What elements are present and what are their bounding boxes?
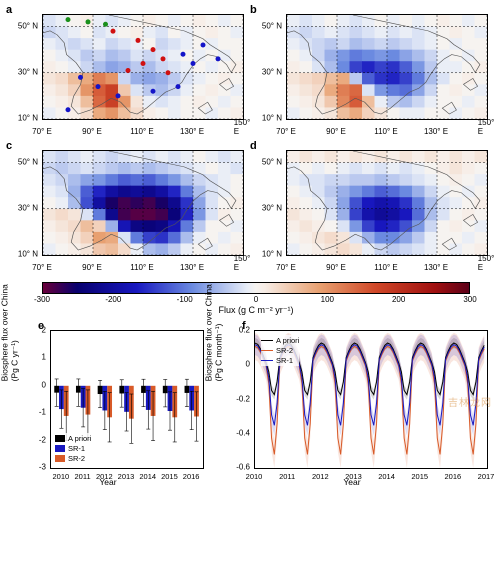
panel-a: a10° N30° N50° N70° E90° E110° E130° E15…	[8, 6, 248, 138]
colorbar-label: Flux (g C m⁻² yr⁻¹)	[42, 305, 470, 316]
colorbar: -300-200-1000100200300 Flux (g C m⁻² yr⁻…	[42, 282, 470, 318]
map-grid: a10° N30° N50° N70° E90° E110° E130° E15…	[0, 0, 500, 276]
panel-c-label: c	[6, 140, 12, 152]
panel-b-label: b	[250, 4, 257, 16]
panel-c: c10° N30° N50° N70° E90° E110° E130° E15…	[8, 142, 248, 274]
watermark: 吉林龙网	[448, 394, 492, 409]
panel-d: d10° N30° N50° N70° E90° E110° E130° E15…	[252, 142, 492, 274]
line-ylabel: Biosphere flux over China(Pg C month⁻¹)	[204, 284, 225, 381]
bar-ylabel: Biosphere flux over China(Pg C yr⁻¹)	[0, 284, 21, 381]
panel-b: b10° N30° N50° N70° E90° E110° E130° E15…	[252, 6, 492, 138]
bar-chart: e Biosphere flux over China(Pg C yr⁻¹) A…	[8, 322, 208, 487]
bottom-charts: e Biosphere flux over China(Pg C yr⁻¹) A…	[0, 320, 500, 491]
panel-a-label: a	[6, 4, 12, 16]
panel-d-label: d	[250, 140, 257, 152]
